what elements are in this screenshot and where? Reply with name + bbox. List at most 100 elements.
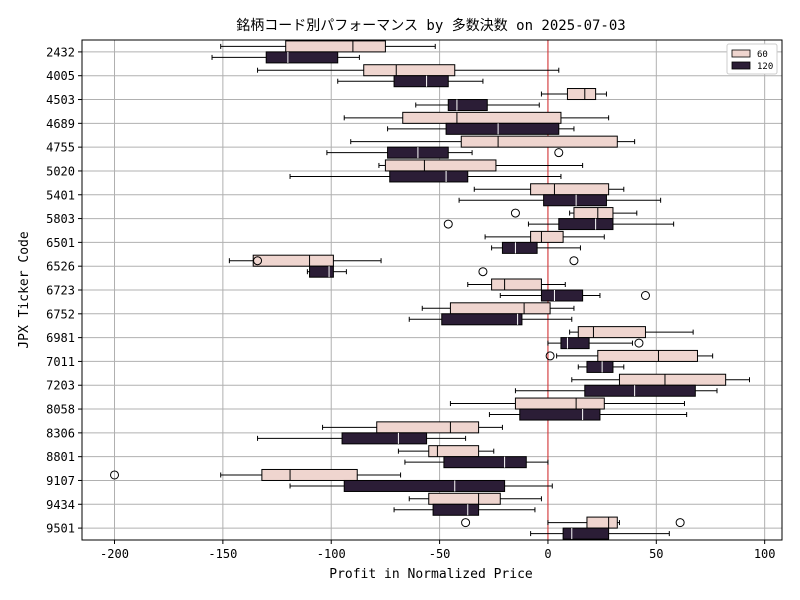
x-tick-label: 100 xyxy=(754,547,776,561)
y-tick-label: 7203 xyxy=(46,379,75,393)
box-120-8801 xyxy=(404,456,549,469)
box-120-6723 xyxy=(499,289,650,302)
iqr-box xyxy=(441,313,523,326)
iqr-box xyxy=(501,241,538,254)
box-120-7011 xyxy=(577,360,625,373)
iqr-box xyxy=(540,289,584,302)
legend-swatch-120 xyxy=(731,61,751,70)
box-60-4005 xyxy=(257,64,560,77)
outlier-point xyxy=(640,291,650,300)
box-60-9107 xyxy=(110,468,402,481)
box-120-6752 xyxy=(408,313,573,326)
iqr-box xyxy=(376,421,480,434)
x-axis-label: Profit in Normalized Price xyxy=(329,567,533,582)
iqr-box xyxy=(265,51,339,64)
outlier-point xyxy=(554,148,564,158)
y-tick-label: 8306 xyxy=(46,426,75,440)
y-tick-label: 9434 xyxy=(46,498,75,512)
iqr-box xyxy=(514,397,605,410)
outlier-point xyxy=(110,470,120,480)
iqr-box xyxy=(577,326,646,339)
box-120-5803 xyxy=(443,218,675,231)
box-60-4503 xyxy=(540,88,607,101)
box-120-2432 xyxy=(211,51,360,64)
y-tick-label: 4689 xyxy=(46,117,75,131)
iqr-box xyxy=(584,384,696,397)
iqr-box xyxy=(586,360,614,373)
x-tick-label: -100 xyxy=(317,547,346,561)
iqr-box xyxy=(597,349,698,362)
box-120-6981 xyxy=(547,337,644,350)
box-120-9107 xyxy=(289,479,553,492)
box-120-9434 xyxy=(393,503,536,516)
iqr-box xyxy=(445,122,560,135)
iqr-box xyxy=(558,218,614,231)
ticks: -200 -150 -100 -50 0 50 100 2432 4005 4503 4689 475… xyxy=(46,45,775,561)
box-120-5401 xyxy=(458,194,662,207)
iqr-box xyxy=(618,373,727,386)
box-60-6723 xyxy=(467,278,566,291)
x-tick-label: -50 xyxy=(429,547,451,561)
y-tick-label: 9501 xyxy=(46,522,75,536)
iqr-box xyxy=(285,40,386,53)
box-120-4755 xyxy=(326,146,564,159)
y-tick-label: 4503 xyxy=(46,93,75,107)
iqr-box xyxy=(447,99,488,112)
box-60-6526 xyxy=(228,254,579,267)
box-120-4005 xyxy=(337,75,484,88)
box-120-4689 xyxy=(387,122,575,135)
y-tick-label: 4005 xyxy=(46,69,75,83)
iqr-box xyxy=(560,337,590,350)
box-60-8306 xyxy=(322,421,503,434)
iqr-box xyxy=(343,479,506,492)
x-tick-label: 0 xyxy=(544,547,551,561)
iqr-box xyxy=(393,75,449,88)
iqr-box xyxy=(543,194,607,207)
iqr-box xyxy=(363,64,456,77)
box-120-8058 xyxy=(488,408,688,421)
iqr-box xyxy=(449,302,551,315)
box-60-6501 xyxy=(484,230,605,243)
iqr-box xyxy=(432,503,480,516)
box-60-7011 xyxy=(545,349,714,362)
y-axis-label: JPX Ticker Code xyxy=(17,231,32,349)
box-120-8306 xyxy=(257,432,467,445)
iqr-box xyxy=(389,170,469,183)
y-tick-label: 8801 xyxy=(46,450,75,464)
x-tick-label: -200 xyxy=(100,547,129,561)
x-tick-label: 50 xyxy=(649,547,663,561)
iqr-box xyxy=(428,445,480,458)
box-60-5401 xyxy=(473,183,625,196)
y-tick-label: 6723 xyxy=(46,284,75,298)
legend-label-60: 60 xyxy=(757,50,768,60)
boxes xyxy=(110,40,750,540)
outlier-point xyxy=(569,256,579,266)
iqr-box xyxy=(573,207,614,220)
outlier-point xyxy=(461,518,471,528)
iqr-box xyxy=(402,111,562,124)
iqr-box xyxy=(530,230,564,243)
legend-label-120: 120 xyxy=(757,62,773,72)
outlier-point xyxy=(545,351,555,361)
iqr-box xyxy=(586,516,618,529)
iqr-box xyxy=(384,159,497,172)
box-120-6501 xyxy=(491,241,581,254)
outlier-point xyxy=(510,208,520,218)
iqr-box xyxy=(428,492,501,505)
y-tick-label: 6526 xyxy=(46,260,75,274)
iqr-box xyxy=(562,527,610,540)
y-tick-label: 9107 xyxy=(46,474,75,488)
iqr-box xyxy=(252,254,334,267)
box-60-4755 xyxy=(350,135,636,148)
y-tick-label: 6501 xyxy=(46,236,75,250)
iqr-box xyxy=(341,432,428,445)
box-120-4503 xyxy=(415,99,540,112)
y-tick-label: 6752 xyxy=(46,307,75,321)
x-tick-label: -150 xyxy=(208,547,237,561)
iqr-box xyxy=(261,468,358,481)
y-tick-label: 2432 xyxy=(46,45,75,59)
iqr-box xyxy=(443,456,527,469)
outlier-point xyxy=(478,267,488,277)
